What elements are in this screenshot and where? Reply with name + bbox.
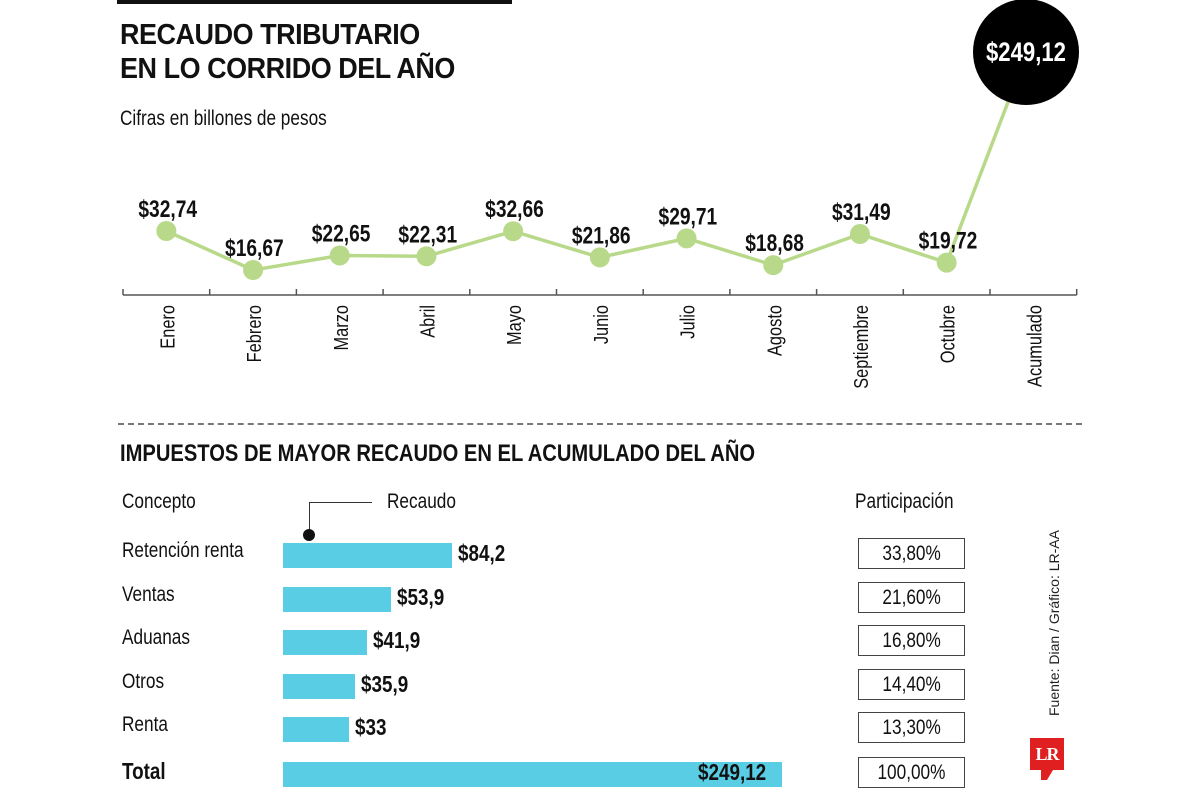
data-label: $19,72 [919,227,978,255]
series-line-segment [859,232,948,265]
data-point [243,260,264,280]
bar-value-label: $33 [355,714,387,740]
data-point [329,245,350,266]
series-line-segment [425,229,514,258]
data-label: $18,68 [745,229,804,257]
bar [283,717,350,742]
top-rule [117,0,512,4]
bar [283,630,367,655]
bar [283,762,782,787]
series-line-segment [165,229,254,272]
participacion-box: 100,00% [858,757,965,788]
participacion-box: 14,40% [858,669,965,700]
series-line-segment [512,229,601,260]
participacion-value: 21,60% [882,586,941,609]
bar-value-label: $249,12 [698,759,767,785]
bar-value-label: $35,9 [360,671,409,697]
x-tick-label: Febrero [242,305,265,362]
participacion-value: 13,30% [882,716,941,739]
x-tick-label: Septiembre [849,305,872,389]
data-point [156,221,177,241]
participacion-value: 16,80% [882,629,941,652]
participacion-value: 100,00% [877,761,946,784]
lr-logo-tail [1041,770,1053,780]
row-label-concepto: Renta [122,713,168,736]
bar [283,674,355,699]
bar [283,587,391,612]
bar-value-label: $84,2 [457,540,505,566]
data-label: $22,31 [398,220,457,248]
row-label-concepto: Aduanas [122,626,190,649]
column-header-recaudo: Recaudo [387,490,456,513]
bar-value-label: $41,9 [372,627,421,653]
data-label: $16,67 [225,234,284,262]
data-label: $32,74 [138,195,197,223]
data-point [849,224,870,245]
x-tick-label: Julio [676,305,699,339]
recaudo-connector-line [309,502,372,503]
participacion-box: 16,80% [858,625,965,656]
data-label: $29,71 [659,202,718,230]
lr-logo: LR [1030,738,1064,770]
bar [283,543,452,568]
x-tick-label: Abril [416,305,439,338]
data-label: $21,86 [572,221,631,249]
title-line-1: RECAUDO TRIBUTARIO [120,19,420,51]
series-line-segment [339,253,427,259]
participacion-box: 21,60% [858,582,965,613]
column-header-concepto: Concepto [122,490,196,513]
page-title: RECAUDO TRIBUTARIO EN LO CORRIDO DEL AÑO [120,18,455,86]
section-title: IMPUESTOS DE MAYOR RECAUDO EN EL ACUMULA… [120,440,756,467]
x-tick-label: Junio [589,305,612,344]
participacion-box: 33,80% [858,538,965,569]
data-point [503,221,524,242]
source-credit: Fuente: Dian / Gráfico: LR-AA [1046,530,1062,716]
participacion-value: 33,80% [882,542,941,565]
data-label: $32,66 [485,195,544,223]
subtitle: Cifras en billones de pesos [120,107,327,130]
title-line-2: EN LO CORRIDO DEL AÑO [120,53,455,85]
data-label: $22,65 [312,219,371,247]
data-point [763,255,784,276]
recaudo-connector-dot [303,529,315,541]
x-tick-label: Marzo [329,305,352,351]
data-point [416,246,437,267]
participacion-box: 13,30% [858,712,965,743]
row-label-concepto: Otros [122,670,165,693]
x-tick-label: Agosto [763,305,786,356]
x-tick-label: Acumulado [1023,305,1046,387]
x-tick-label: Enero [156,305,179,349]
accumulated-value-label: $249,12 [986,38,1066,68]
line-chart: $32,74 Enero $16,67 Febrero $22,65 Marzo $22,3… [122,0,1079,389]
recaudo-connector-line-vertical [309,502,310,532]
section-divider [118,423,1082,425]
data-point [589,247,610,268]
series-line-segment [772,232,861,267]
data-point [676,228,697,249]
x-tick-label: Octubre [936,305,959,363]
x-tick-label: Mayo [503,305,526,345]
bar-value-label: $53,9 [396,584,445,610]
series-line-segment [252,253,341,272]
accumulated-bubble [973,0,1079,105]
row-label-concepto: Retención renta [122,539,244,562]
participacion-value: 14,40% [882,673,941,696]
row-label-concepto: Ventas [122,583,175,606]
row-label-concepto: Total [122,758,166,784]
series-line-segment [599,236,687,260]
data-point [936,252,957,273]
column-header-participacion: Participación [855,490,954,513]
data-label: $31,49 [832,198,891,226]
series-line-segment [686,236,774,267]
